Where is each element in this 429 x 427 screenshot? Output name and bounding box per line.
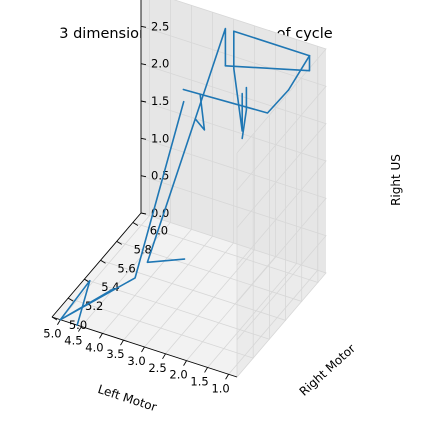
z-tick-label: 1.5 [151, 94, 169, 108]
x-tick-mark [183, 360, 187, 366]
series-line-segment [241, 86, 248, 140]
x-tick-label: 4.0 [85, 340, 103, 354]
z-tick-mark [140, 25, 147, 28]
series-line-segment [59, 279, 91, 327]
y-axis-line [51, 212, 142, 318]
y-tick-label: 5.6 [117, 261, 135, 275]
x-tick-mark [204, 367, 208, 373]
series-line-segment [233, 30, 311, 70]
y-tick-mark [67, 297, 74, 302]
x-tick-mark [99, 333, 103, 339]
data-series [59, 27, 311, 327]
series-line-segment [287, 54, 311, 91]
x-tick-mark [57, 319, 61, 325]
y-tick-mark [51, 316, 58, 321]
x-tick-mark [162, 353, 166, 360]
x-tick-label: 4.5 [64, 334, 82, 348]
x-tick-label: 3.0 [127, 354, 145, 368]
axis-lines [51, 0, 238, 380]
series-line-segment [182, 88, 290, 114]
z-axis-label: Right US [389, 154, 403, 206]
z-tick-mark [140, 212, 147, 215]
z-tick-label: 2.0 [151, 57, 169, 71]
x-tick-label: 2.0 [169, 368, 187, 382]
y-axis-label: Right Motor [297, 341, 359, 398]
x-tick-label: 3.5 [106, 347, 124, 361]
x-tick-mark [120, 339, 124, 346]
series-line-segment [195, 94, 206, 131]
x-tick-label: 5.0 [43, 327, 61, 341]
z-tick-mark [140, 100, 147, 103]
z-tick-mark [140, 137, 147, 140]
y-tick-mark [100, 259, 106, 264]
z-gridline [173, 0, 327, 154]
z-tick-mark [140, 175, 147, 178]
y-tick-mark [116, 240, 122, 245]
y-tick-mark [132, 222, 139, 226]
series-line-segment [224, 54, 311, 72]
z-tick-label: 2.5 [151, 19, 169, 33]
z-gridline [140, 137, 327, 303]
x-tick-mark [141, 346, 145, 353]
z-gridline [140, 25, 327, 191]
x-axis-label: Left Motor [96, 382, 158, 414]
z-tick-label: 1.0 [151, 131, 169, 145]
x-tick-label: 1.0 [211, 381, 229, 395]
x-tick-mark [78, 326, 82, 332]
z-gridline [140, 212, 327, 378]
z-tick-mark [140, 63, 147, 66]
y-tick-label: 6.0 [150, 223, 168, 237]
z-tick-label: 0.5 [151, 169, 169, 183]
x-tick-label: 2.5 [148, 361, 166, 375]
series-line-segment [146, 27, 227, 264]
y-tick-label: 5.4 [101, 280, 119, 294]
z-gridline [140, 63, 327, 228]
z-gridline [140, 175, 327, 340]
x-tick-mark [225, 374, 229, 380]
x-tick-label: 1.5 [190, 374, 208, 388]
